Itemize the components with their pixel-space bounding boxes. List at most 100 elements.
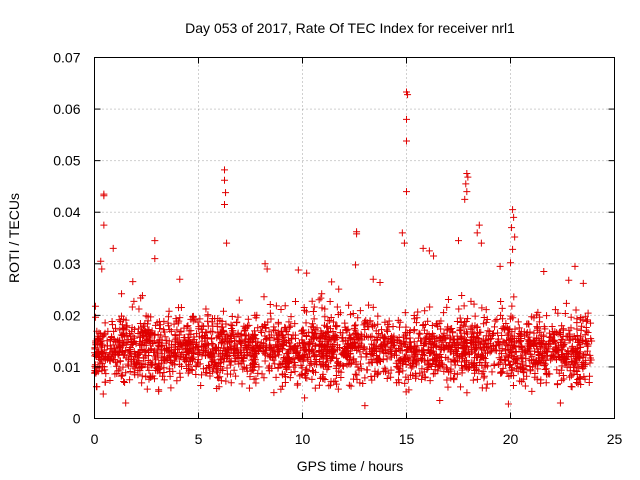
data-point [332, 372, 340, 380]
data-point [287, 313, 295, 321]
data-point [515, 324, 523, 332]
data-point [559, 325, 567, 333]
data-point [167, 384, 175, 392]
data-point [461, 322, 469, 330]
data-point [318, 329, 326, 337]
x-axis-label: GPS time / hours [297, 458, 404, 474]
data-point [194, 343, 202, 351]
data-point [540, 323, 548, 331]
data-point [274, 318, 282, 326]
data-point [213, 385, 221, 393]
data-point [550, 352, 558, 360]
data-point [502, 319, 510, 327]
data-point [128, 303, 136, 311]
data-point [179, 340, 187, 348]
data-point [402, 360, 410, 368]
data-point [137, 360, 145, 368]
data-point [290, 354, 298, 362]
data-point [285, 359, 293, 367]
data-point [139, 337, 147, 345]
data-point [302, 319, 310, 327]
data-point [542, 379, 550, 387]
data-point [303, 374, 311, 382]
data-point [286, 339, 294, 347]
data-point [511, 325, 519, 333]
data-point [217, 377, 225, 385]
data-point [245, 321, 253, 329]
y-tick-label: 0.03 [53, 256, 80, 272]
data-point [361, 326, 369, 334]
data-point [497, 368, 505, 376]
data-point [473, 229, 481, 237]
data-point [288, 334, 296, 342]
data-point [106, 376, 114, 384]
data-point [480, 320, 488, 328]
data-point [567, 372, 575, 380]
data-point [517, 328, 525, 336]
data-point [163, 346, 171, 354]
data-point [222, 349, 230, 357]
data-point [155, 365, 163, 373]
data-point [443, 365, 451, 373]
data-point [368, 332, 376, 340]
data-point [238, 380, 246, 388]
data-point [107, 345, 115, 353]
data-point [167, 327, 175, 335]
data-point [124, 362, 132, 370]
data-point [497, 297, 505, 305]
data-point [415, 329, 423, 337]
data-point [504, 400, 512, 408]
data-point [287, 322, 295, 330]
data-point [116, 357, 124, 365]
data-point [584, 328, 592, 336]
data-point [503, 324, 511, 332]
data-point [421, 334, 429, 342]
data-point [213, 373, 221, 381]
data-point [550, 338, 558, 346]
data-point [498, 350, 506, 358]
data-point [309, 368, 317, 376]
data-point [260, 374, 268, 382]
data-point [464, 173, 472, 181]
data-point [145, 326, 153, 334]
data-point [210, 361, 218, 369]
data-point [461, 318, 469, 326]
data-point [220, 327, 228, 335]
data-point [489, 330, 497, 338]
data-point [316, 334, 324, 342]
data-point [366, 317, 374, 325]
data-point [159, 372, 167, 380]
data-point [116, 342, 124, 350]
data-point [425, 247, 433, 255]
x-tick-labels: 0 5 10 15 20 25 [91, 431, 623, 447]
data-point [215, 332, 223, 340]
data-point [402, 347, 410, 355]
data-point [516, 337, 524, 345]
data-point [310, 315, 318, 323]
data-point [291, 320, 299, 328]
data-point [456, 354, 464, 362]
data-point [516, 363, 524, 371]
data-point [234, 313, 242, 321]
data-point [458, 291, 466, 299]
data-point [100, 354, 108, 362]
data-point [281, 378, 289, 386]
data-point [398, 342, 406, 350]
data-point [324, 329, 332, 337]
data-point [254, 347, 262, 355]
data-point [537, 379, 545, 387]
data-point [310, 353, 318, 361]
data-point [356, 348, 364, 356]
data-point [101, 319, 109, 327]
data-point [473, 375, 481, 383]
data-point [536, 313, 544, 321]
data-point [321, 313, 329, 321]
data-point [316, 341, 324, 349]
data-point [387, 373, 395, 381]
data-point [475, 221, 483, 229]
data-point [249, 352, 257, 360]
data-point [509, 382, 517, 390]
data-point [160, 317, 168, 325]
data-point [251, 361, 259, 369]
data-point [236, 337, 244, 345]
